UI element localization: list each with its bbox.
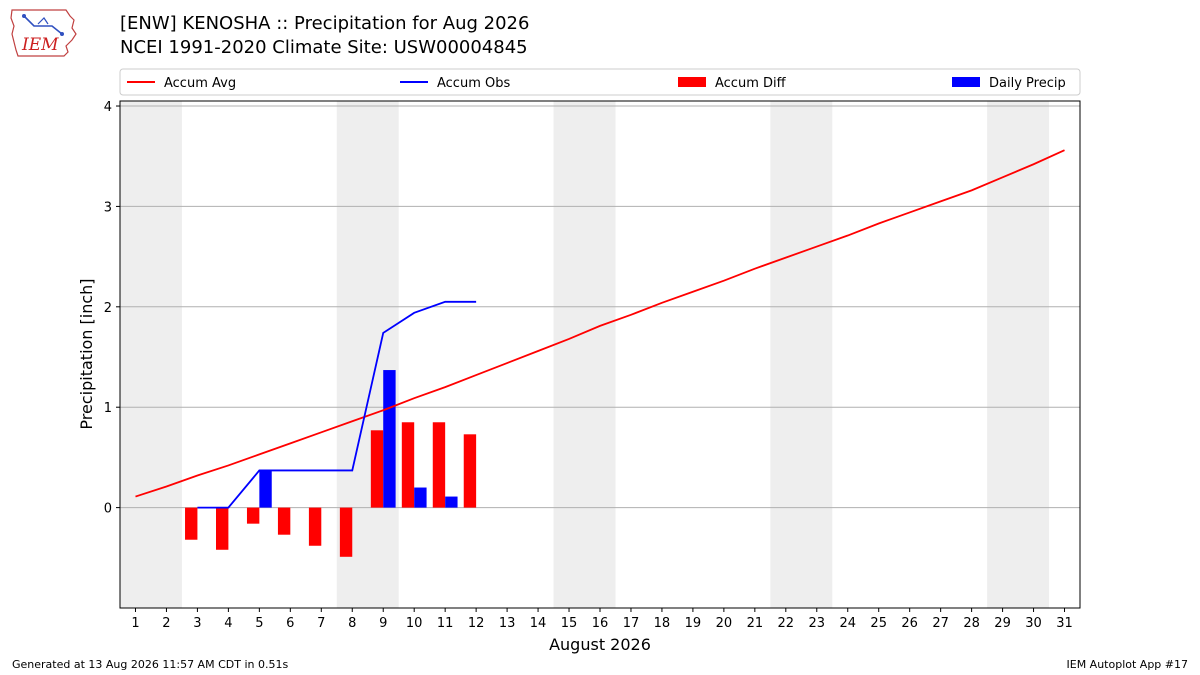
accum-diff-bar <box>246 507 260 524</box>
legend-label: Accum Avg <box>164 76 236 91</box>
weekend-band <box>553 101 616 608</box>
y-tick-label: 1 <box>104 401 112 416</box>
x-tick-label: 25 <box>870 616 887 631</box>
x-tick-label: 11 <box>437 616 454 631</box>
x-tick-label: 29 <box>994 616 1011 631</box>
x-tick-label: 17 <box>623 616 640 631</box>
weekend-band <box>770 101 833 608</box>
accum-diff-bar <box>339 507 353 557</box>
accum-obs-line <box>197 300 477 509</box>
legend: Accum Avg Accum Obs Accum Diff Daily Precip <box>119 68 1081 96</box>
legend-label: Accum Obs <box>437 76 510 91</box>
accum-diff-bar <box>432 422 446 508</box>
x-tick-label: 12 <box>468 616 485 631</box>
x-tick-label: 26 <box>901 616 918 631</box>
x-tick-label: 21 <box>747 616 764 631</box>
x-tick-label: 30 <box>1025 616 1042 631</box>
chart-title: [ENW] KENOSHA :: Precipitation for Aug 2… <box>120 13 530 34</box>
x-tick-label: 1 <box>131 616 139 631</box>
legend-label: Accum Diff <box>715 76 787 91</box>
daily-precip-bar <box>259 470 272 508</box>
x-tick-label: 13 <box>499 616 516 631</box>
accum-diff-bar <box>463 434 477 508</box>
daily-precip-bar <box>445 496 458 508</box>
weekend-bands <box>120 101 1050 608</box>
y-tick-label: 3 <box>104 200 112 215</box>
x-tick-label: 5 <box>255 616 263 631</box>
x-tick-label: 8 <box>348 616 356 631</box>
iowa-map-icon <box>10 9 77 57</box>
generated-timestamp: Generated at 13 Aug 2026 11:57 AM CDT in… <box>12 658 289 671</box>
x-tick-label: 2 <box>162 616 170 631</box>
x-tick-label: 16 <box>592 616 609 631</box>
y-tick-label: 4 <box>104 100 112 115</box>
accum-diff-bar <box>370 430 384 508</box>
lines <box>135 149 1065 509</box>
chart-subtitle: NCEI 1991-2020 Climate Site: USW00004845 <box>120 37 528 58</box>
x-tick-label: 9 <box>379 616 387 631</box>
accum-avg-line <box>135 149 1065 498</box>
weekend-band <box>120 101 182 608</box>
daily-precip-bar <box>383 370 396 508</box>
legend-bar-swatch <box>678 77 706 87</box>
app-label: IEM Autoplot App #17 <box>1066 658 1189 671</box>
x-tick-label: 22 <box>778 616 795 631</box>
x-tick-label: 20 <box>716 616 733 631</box>
x-tick-label: 27 <box>932 616 949 631</box>
x-tick-label: 24 <box>839 616 856 631</box>
accum-diff-bar <box>277 507 291 535</box>
x-tick-label: 6 <box>286 616 294 631</box>
weekend-band <box>987 101 1050 608</box>
x-tick-label: 3 <box>193 616 201 631</box>
y-tick-label: 0 <box>104 502 112 517</box>
x-tick-label: 10 <box>406 616 423 631</box>
iem-logo: IEM <box>8 6 80 58</box>
bars <box>185 370 477 557</box>
accum-diff-bar <box>401 422 415 508</box>
legend-bar-swatch <box>952 77 980 87</box>
accum-diff-bar <box>185 507 198 540</box>
x-tick-label: 28 <box>963 616 980 631</box>
x-tick-label: 4 <box>224 616 232 631</box>
x-tick-label: 15 <box>561 616 578 631</box>
x-axis-label: August 2026 <box>549 635 651 654</box>
x-tick-label: 23 <box>809 616 826 631</box>
x-tick-label: 14 <box>530 616 547 631</box>
accum-diff-bar <box>308 507 322 546</box>
accum-diff-bar <box>216 507 229 550</box>
x-tick-label: 7 <box>317 616 325 631</box>
x-tick-label: 19 <box>685 616 702 631</box>
x-tick-label: 31 <box>1056 616 1073 631</box>
x-tick-label: 18 <box>654 616 671 631</box>
daily-precip-bar <box>414 487 427 508</box>
legend-label: Daily Precip <box>989 76 1066 91</box>
y-axis-label: Precipitation [inch] <box>77 278 96 429</box>
logo-text: IEM <box>22 35 59 55</box>
legend-box <box>119 68 1081 96</box>
y-tick-label: 2 <box>104 301 112 316</box>
